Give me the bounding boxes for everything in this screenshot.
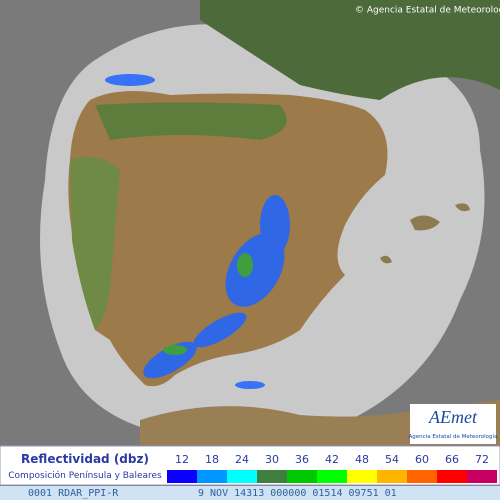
northern-land — [95, 102, 287, 140]
color-scale: 12 18 24 30 36 42 48 54 60 66 72 — [167, 453, 497, 483]
footer-info: 9 NOV 14313 000000 01514 09751 01 — [198, 488, 397, 499]
scale-swatch — [167, 470, 197, 483]
logo-box — [410, 404, 496, 444]
scale-swatch — [377, 470, 407, 483]
scale-label: 12 — [175, 453, 189, 466]
rain-cores — [163, 253, 253, 355]
logo-name: AEmet — [428, 407, 478, 427]
rain-echo — [193, 312, 247, 348]
rain-echo — [105, 74, 155, 86]
scale-swatch — [467, 470, 497, 483]
logo-subtitle: Agencia Estatal de Meteorología — [409, 433, 498, 440]
scale-label: 54 — [385, 453, 399, 466]
rain-core — [163, 345, 187, 355]
scale-swatch — [197, 470, 227, 483]
scale-swatch — [347, 470, 377, 483]
rain-echo — [260, 195, 290, 255]
iberia-land — [68, 91, 388, 387]
scale-swatch — [287, 470, 317, 483]
legend-title: Reflectividad (dbz) — [21, 452, 149, 466]
scale-label: 42 — [325, 453, 339, 466]
menorca — [455, 203, 470, 212]
ibiza — [380, 255, 392, 264]
rain-core — [237, 253, 253, 277]
scale-swatch — [437, 470, 467, 483]
scale-label: 18 — [205, 453, 219, 466]
rain-echo — [235, 381, 265, 389]
scale-label: 60 — [415, 453, 429, 466]
rain-echoes — [105, 74, 290, 389]
portugal-land — [70, 156, 120, 330]
scale-label: 30 — [265, 453, 279, 466]
scale-swatch — [317, 470, 347, 483]
france-land — [200, 0, 500, 100]
footer-product: 0001 RDAR_PPI-R — [28, 488, 119, 499]
footer-strip — [0, 486, 500, 500]
scale-label: 24 — [235, 453, 249, 466]
scale-label: 66 — [445, 453, 459, 466]
scale-label: 36 — [295, 453, 309, 466]
scale-swatch — [227, 470, 257, 483]
scale-swatch — [407, 470, 437, 483]
scale-label: 72 — [475, 453, 489, 466]
scale-label: 48 — [355, 453, 369, 466]
legend-subtitle: Composición Península y Baleares — [8, 470, 162, 481]
scale-swatch — [257, 470, 287, 483]
mallorca — [410, 215, 440, 231]
credit: © Agencia Estatal de Meteorología — [355, 6, 500, 16]
